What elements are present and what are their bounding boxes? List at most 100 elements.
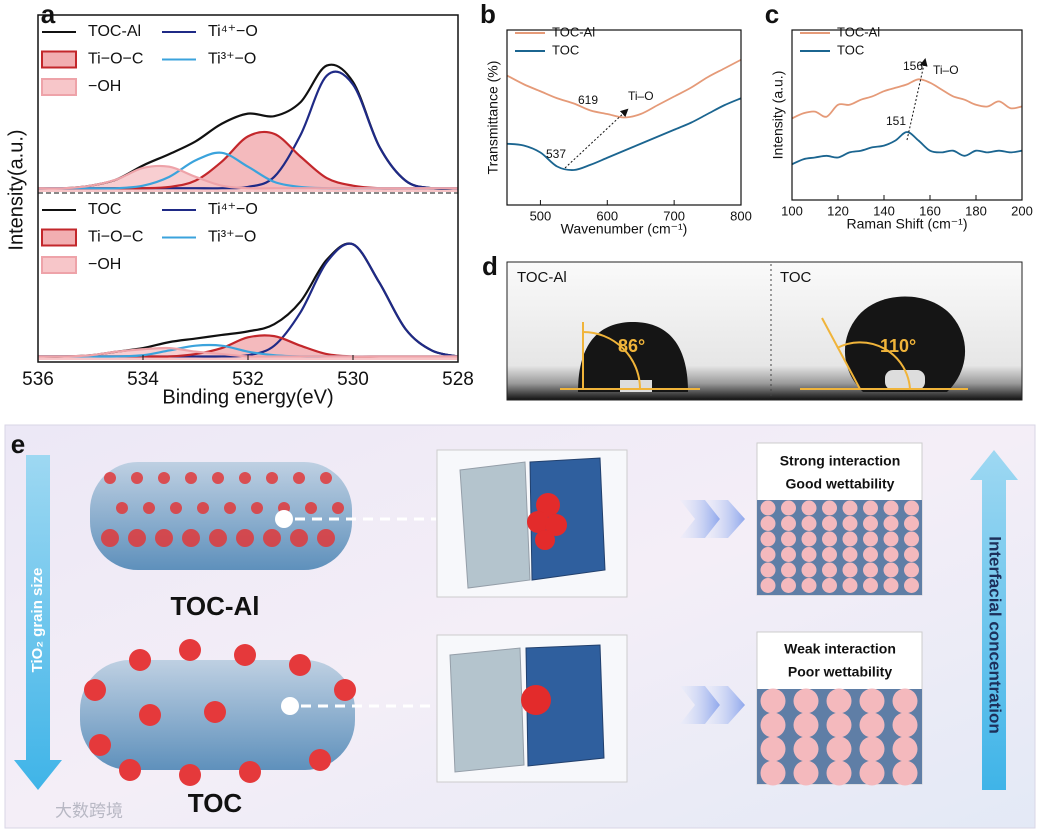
grain: [293, 472, 305, 484]
x-tick-label: 800: [730, 208, 752, 223]
grain: [139, 704, 161, 726]
cell: [892, 688, 918, 714]
cell: [760, 547, 776, 562]
legend-label: Ti³⁺−O: [208, 229, 256, 246]
annotation: 156: [903, 59, 923, 73]
droplet: [578, 322, 688, 392]
cell: [801, 562, 817, 578]
cell: [842, 516, 858, 531]
arrow: [680, 686, 720, 724]
cell: [760, 500, 776, 516]
cell: [822, 562, 837, 578]
cell: [842, 500, 858, 516]
cell: [892, 712, 918, 738]
marker: [275, 510, 293, 528]
axes-frame: [506, 29, 742, 206]
legend-swatch: [41, 256, 77, 274]
cell: [863, 531, 878, 547]
cell: [781, 547, 796, 562]
annotation: 619: [578, 93, 598, 107]
cell: [904, 578, 919, 593]
cell: [822, 531, 837, 547]
contact-angle-panel: TOC-Al 86° TOC 110°: [506, 261, 1023, 401]
cell: [801, 547, 817, 562]
legend-label: TOC-Al: [552, 24, 595, 39]
x-tick-label: 600: [596, 208, 618, 223]
box-text: Weak interaction: [784, 641, 896, 657]
legend-label: TOC: [88, 201, 121, 218]
cell: [883, 500, 899, 516]
cell: [842, 578, 858, 593]
grain: [212, 472, 224, 484]
cell: [883, 516, 899, 531]
legend-label: Ti⁴⁺−O: [208, 23, 258, 40]
legend-label: TOC-Al: [837, 24, 880, 39]
grain: [116, 502, 128, 514]
legend-swatch: [41, 228, 77, 247]
cell: [904, 516, 919, 531]
cell: [760, 712, 786, 738]
series-line: [791, 78, 1023, 120]
grain: [119, 759, 141, 781]
interfacial-arrow: [970, 450, 1018, 790]
x-axis-label: Binding energy(eV): [162, 386, 333, 408]
axes-frame: [791, 29, 1023, 201]
cell: [760, 516, 776, 531]
grain: [320, 472, 332, 484]
area: [38, 335, 458, 360]
x-tick-label: 200: [1011, 203, 1033, 218]
cell: [826, 760, 852, 786]
cell: [760, 562, 776, 578]
x-tick-label: 700: [663, 208, 685, 223]
cell: [822, 547, 837, 562]
cell: [801, 531, 817, 547]
reflection: [885, 370, 925, 390]
legend-label: Ti⁴⁺−O: [208, 201, 258, 218]
cell: [793, 712, 819, 738]
cell: [822, 516, 837, 531]
grain: [131, 472, 143, 484]
schematic-panel: e TiO₂ grain size Interfacial concentrat…: [4, 424, 1036, 829]
grain: [158, 472, 170, 484]
y-axis-label: Intensity (a.u.): [770, 71, 786, 160]
cell: [801, 578, 817, 593]
cell: [892, 736, 918, 762]
grain: [266, 472, 278, 484]
legend-swatch: [41, 78, 77, 96]
arrow: [705, 500, 745, 538]
cell: [859, 688, 885, 714]
interface-grid: [757, 500, 922, 595]
cell: [904, 500, 919, 516]
legend-label: −OH: [88, 256, 121, 273]
series-line: [506, 58, 742, 119]
grain: [234, 644, 256, 666]
x-tick-label: 530: [337, 369, 369, 390]
cell: [781, 578, 796, 593]
grain: [309, 749, 331, 771]
x-tick-label: 160: [919, 203, 941, 218]
cell: [842, 562, 858, 578]
marker: [281, 697, 299, 715]
grain: [89, 734, 111, 756]
series-line: [37, 164, 458, 190]
cell: [760, 578, 776, 593]
x-tick-label: 534: [127, 369, 159, 390]
cell: [863, 516, 878, 531]
grain: [143, 502, 155, 514]
legend-label: Ti−O−C: [88, 51, 143, 68]
area: [38, 131, 458, 192]
droplet: [844, 296, 966, 392]
angle-lines: [560, 317, 968, 390]
annotation: 151: [886, 114, 906, 128]
series-line: [506, 97, 742, 171]
cell: [822, 500, 837, 516]
cell: [863, 500, 878, 516]
cell: [781, 516, 796, 531]
sample-label: TOC: [780, 269, 812, 286]
cell: [883, 547, 899, 562]
cell: [781, 500, 796, 516]
cell: [793, 760, 819, 786]
cell: [793, 736, 819, 762]
cell: [760, 760, 786, 786]
